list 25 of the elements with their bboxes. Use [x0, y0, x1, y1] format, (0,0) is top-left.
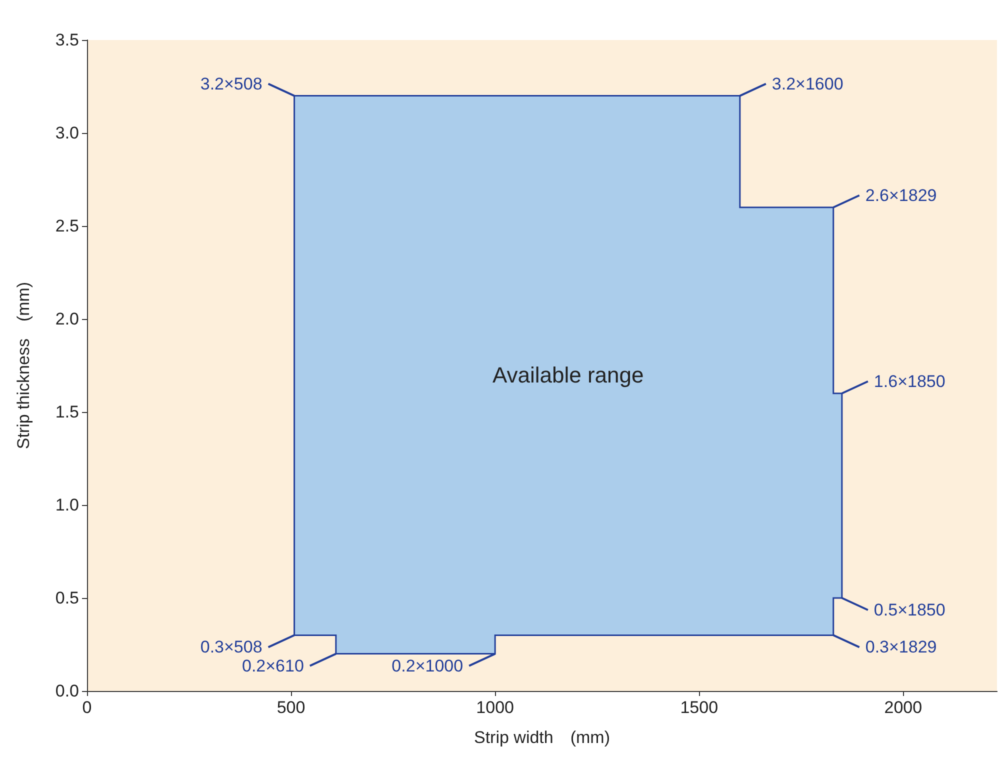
annotation: 0.3×508: [200, 638, 262, 657]
x-axis-title: Strip width (mm): [474, 728, 610, 747]
x-tick-label: 1500: [680, 698, 718, 717]
y-tick-label: 1.5: [55, 402, 79, 422]
annotation: Available range: [492, 362, 644, 388]
annotation: 0.2×1000: [392, 656, 464, 676]
annotation: 3.2×1600: [772, 74, 844, 94]
annotation: 0.5×1850: [874, 600, 946, 620]
y-tick-label: 1.0: [55, 496, 79, 514]
x-tick-label: 0: [82, 698, 92, 717]
y-tick-label: 0.5: [55, 588, 79, 608]
y-tick-label: 2.0: [55, 310, 79, 328]
y-tick-label: 2.5: [55, 216, 79, 236]
annotation: 1.6×1850: [874, 372, 946, 391]
y-tick-label: 3.5: [55, 30, 79, 50]
x-tick-label: 1000: [476, 698, 514, 717]
x-tick-label: 500: [276, 698, 306, 717]
annotation: 0.2×610: [242, 656, 304, 676]
annotation: 3.2×508: [200, 74, 262, 94]
y-tick-label: 0.0: [55, 682, 79, 700]
y-tick-label: 3.0: [55, 124, 79, 142]
annotation: 2.6×1829: [865, 186, 937, 205]
annotation: 0.3×1829: [865, 638, 937, 657]
x-tick-label: 2000: [884, 698, 922, 717]
y-axis-title: Strip thickness (mm): [14, 282, 33, 450]
